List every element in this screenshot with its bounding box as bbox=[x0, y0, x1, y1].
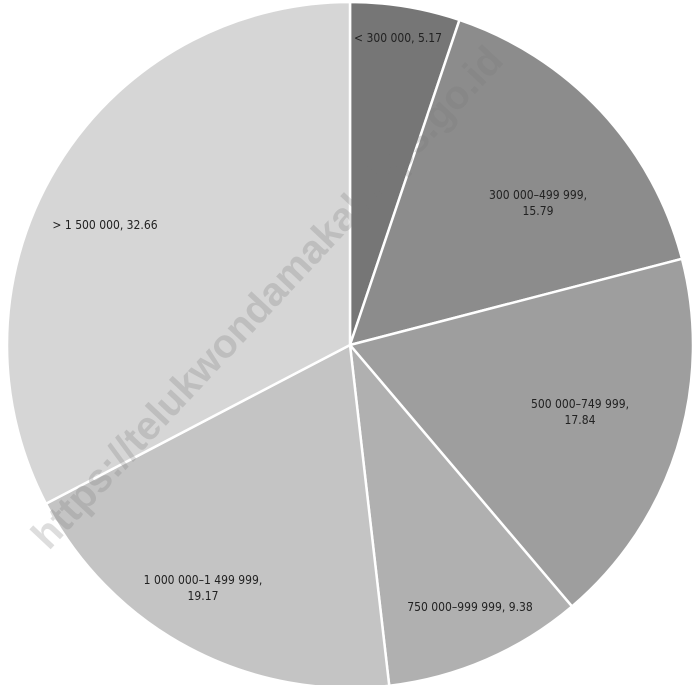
slice bbox=[348, 341, 574, 685]
data-label: > 1 500 000, 32.66 bbox=[52, 218, 157, 232]
slice bbox=[347, 257, 692, 609]
data-label: 750 000–999 999, 9.38 bbox=[407, 600, 533, 614]
data-label: 1 000 000–1 499 999, 19.17 bbox=[144, 573, 263, 603]
data-label: 300 000–499 999, 15.79 bbox=[489, 188, 587, 218]
data-label: < 300 000, 5.17 bbox=[354, 31, 442, 45]
pie bbox=[5, 0, 692, 685]
slice bbox=[5, 0, 352, 506]
slice bbox=[44, 343, 391, 685]
slice bbox=[348, 18, 684, 347]
labels: < 300 000, 5.17 300 000–499 999, 15.79 500 … bbox=[52, 31, 629, 614]
data-label: 500 000–749 999, 17.84 bbox=[531, 397, 629, 427]
